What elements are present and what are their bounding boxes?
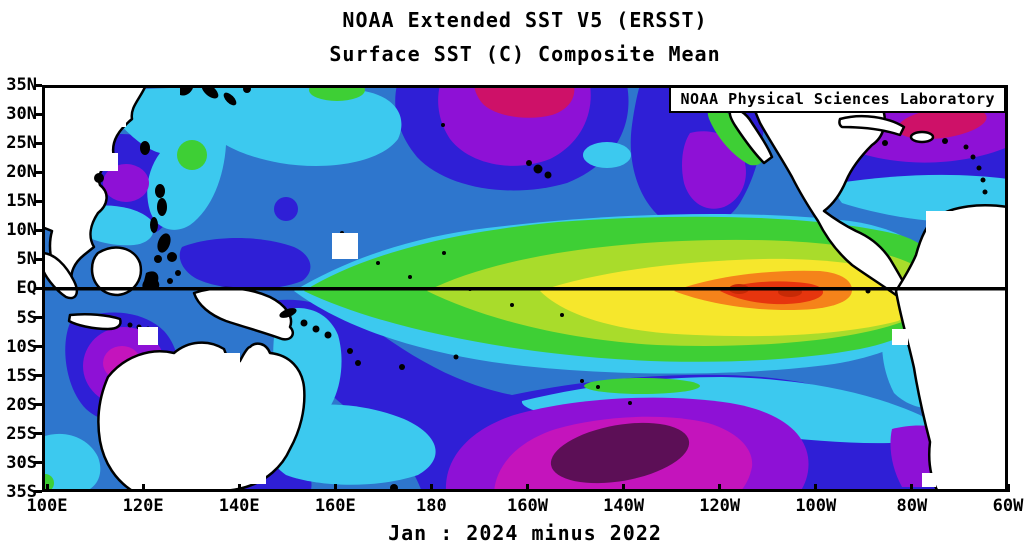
land-cuba	[838, 114, 906, 137]
lat-tick-mark	[34, 374, 42, 378]
land-sumatra	[42, 251, 78, 300]
land-masses	[42, 85, 1008, 492]
lon-tick-label: 120E	[122, 496, 164, 516]
lat-tick-label: 25S	[6, 423, 37, 444]
lon-tick-label: 140E	[218, 496, 260, 516]
lat-tick-label: 15S	[6, 365, 37, 386]
land-north-america	[744, 85, 910, 297]
lat-tick-mark	[34, 83, 42, 87]
lat-tick-label: 15N	[6, 191, 37, 212]
lat-tick-label: 20S	[6, 394, 37, 415]
lat-tick-mark	[34, 490, 42, 494]
lon-tick-mark	[45, 484, 49, 492]
lon-tick-mark	[333, 484, 337, 492]
land-new-guinea	[192, 286, 294, 341]
lon-tick-mark	[237, 484, 241, 492]
lon-tick-label: 160W	[507, 496, 548, 516]
lon-tick-mark	[718, 484, 722, 492]
lon-tick-mark	[526, 484, 529, 492]
lat-tick-label: 10S	[6, 336, 37, 357]
missing-data-squares	[76, 105, 960, 487]
credit-box: NOAA Physical Sciences Laboratory	[669, 86, 1006, 113]
lat-tick-mark	[34, 141, 42, 145]
figure-title-line1: NOAA Extended SST V5 (ERSST)	[342, 8, 708, 32]
lat-tick-label: 30N	[6, 104, 37, 125]
lat-tick-label: 25N	[6, 133, 37, 154]
lat-tick-mark	[34, 170, 42, 174]
land-hispaniola	[909, 130, 935, 144]
warm-green-patches	[42, 85, 763, 492]
lat-tick-mark	[34, 199, 42, 203]
lat-tick-label: 5S	[16, 307, 37, 328]
land-baja	[728, 108, 774, 165]
credit-text: NOAA Physical Sciences Laboratory	[680, 90, 995, 108]
lon-tick-label: 140W	[603, 496, 645, 516]
caption: Jan : 2024 minus 2022	[388, 521, 662, 545]
lon-tick-mark	[141, 484, 145, 492]
anomaly-maroon-core	[550, 422, 690, 484]
lat-tick-mark	[34, 228, 42, 232]
lon-tick-label: 80W	[896, 496, 928, 516]
lat-tick-label: EQ	[16, 278, 37, 299]
land-south-america	[894, 204, 1008, 492]
lon-tick-label: 160E	[314, 496, 356, 516]
lon-tick-label: 180	[416, 496, 447, 516]
land-java	[67, 312, 122, 331]
lon-tick-label: 100E	[26, 496, 68, 516]
land-australia	[97, 341, 306, 492]
lat-tick-mark	[34, 461, 42, 465]
lat-tick-mark	[34, 432, 42, 436]
lat-tick-mark	[34, 403, 42, 407]
land-borneo	[90, 246, 143, 297]
lat-tick-mark	[34, 257, 42, 261]
lon-tick-mark	[1006, 484, 1010, 492]
lon-tick-mark	[910, 484, 914, 492]
lat-tick-mark	[34, 316, 42, 320]
lon-tick-label: 100W	[795, 496, 837, 516]
lat-tick-label: 10N	[6, 220, 37, 241]
lon-tick-label: 60W	[992, 496, 1024, 516]
lat-tick-label: 30S	[6, 452, 37, 473]
lat-tick-label: 35N	[6, 75, 37, 95]
lat-tick-mark	[34, 286, 42, 290]
lon-tick-mark	[622, 484, 626, 492]
lat-tick-label: 5N	[16, 249, 37, 270]
lon-tick-mark	[814, 484, 818, 492]
lat-tick-mark	[34, 112, 42, 116]
figure-title-line2: Surface SST (C) Composite Mean	[329, 42, 721, 66]
lat-tick-label: 20N	[6, 162, 37, 183]
lat-tick-mark	[34, 345, 42, 349]
map-plot-area: NOAA Physical Sciences Laboratory	[42, 85, 1008, 492]
sst-map-svg	[42, 85, 1008, 492]
equator-line	[42, 287, 1008, 291]
lon-tick-label: 120W	[699, 496, 741, 516]
lat-tick-label: 35S	[6, 481, 37, 502]
lon-tick-mark	[429, 484, 433, 492]
map-border	[42, 85, 1008, 492]
